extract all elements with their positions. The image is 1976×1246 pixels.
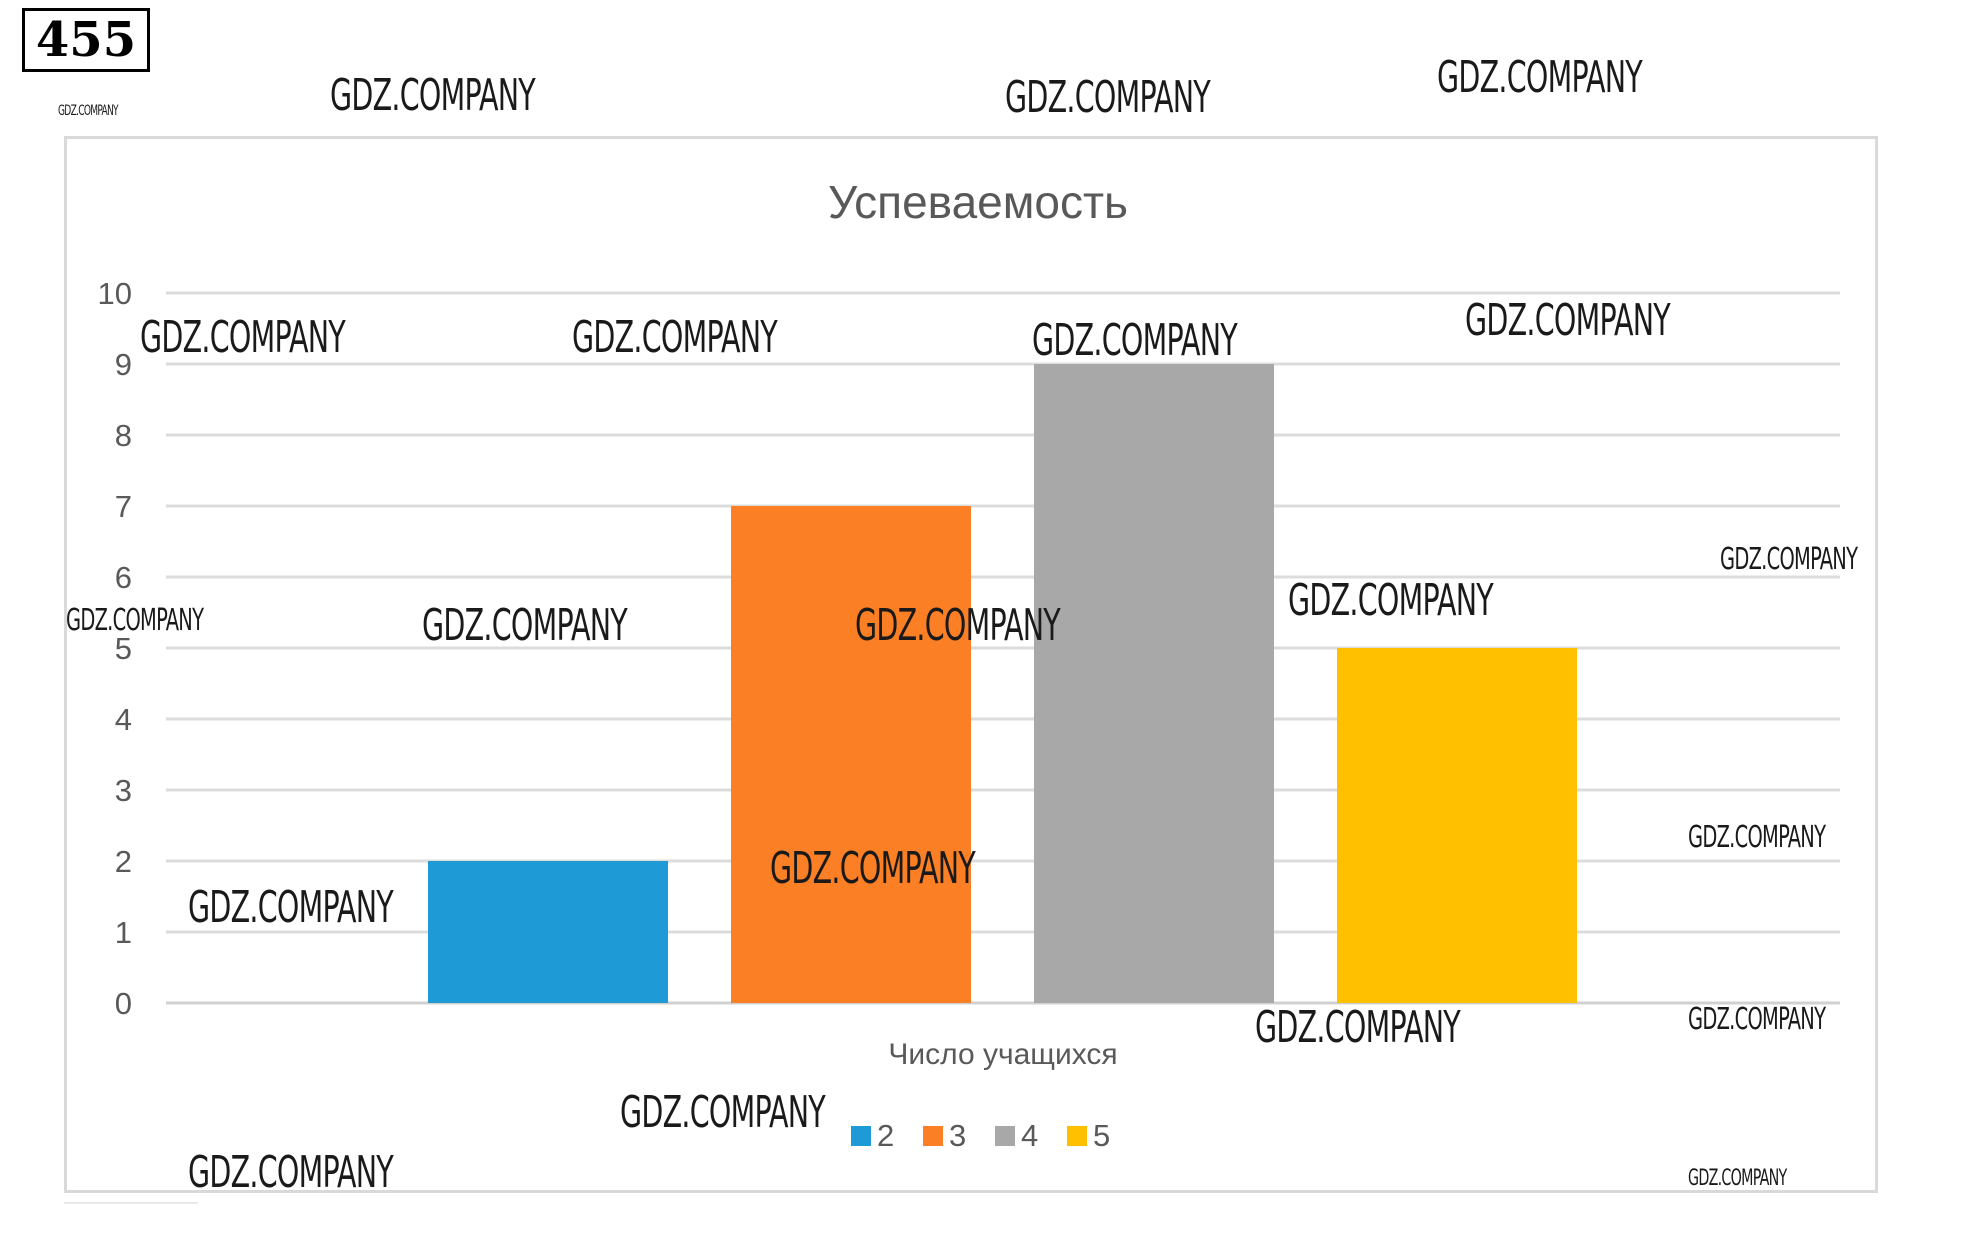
watermark-text: GDZ.COMPANY xyxy=(1288,575,1494,626)
bar-series-2 xyxy=(428,861,668,1003)
watermark-text: GDZ.COMPANY xyxy=(188,882,394,933)
y-tick-label: 3 xyxy=(115,773,132,808)
watermark-text: GDZ.COMPANY xyxy=(422,600,628,651)
watermark-text: GDZ.COMPANY xyxy=(1688,1002,1826,1037)
x-axis-label: Число учащихся xyxy=(888,1038,1117,1071)
legend-label: 4 xyxy=(1021,1118,1038,1153)
legend-swatch xyxy=(851,1126,871,1146)
y-tick-label: 9 xyxy=(115,347,132,382)
watermark-text: GDZ.COMPANY xyxy=(1465,295,1671,346)
y-tick-label: 5 xyxy=(115,631,132,666)
y-tick-label: 4 xyxy=(115,702,132,737)
watermark-text: GDZ.COMPANY xyxy=(1688,1166,1787,1191)
y-tick-label: 6 xyxy=(115,560,132,595)
watermark-text: GDZ.COMPANY xyxy=(620,1087,826,1138)
watermark-text: GDZ.COMPANY xyxy=(66,603,204,638)
legend-label: 3 xyxy=(949,1118,966,1153)
problem-number: 455 xyxy=(22,8,150,72)
watermark-text: GDZ.COMPANY xyxy=(855,600,1061,651)
legend-swatch xyxy=(995,1126,1015,1146)
bar-series-5 xyxy=(1337,648,1577,1003)
y-tick-label: 10 xyxy=(98,276,132,311)
y-tick-label: 2 xyxy=(115,844,132,879)
watermark-text: GDZ.COMPANY xyxy=(770,843,976,894)
bar-series-3 xyxy=(731,506,971,1003)
watermark-text: GDZ.COMPANY xyxy=(188,1147,394,1198)
watermark-text: GDZ.COMPANY xyxy=(572,312,778,363)
watermark-text: GDZ.COMPANY xyxy=(1437,52,1643,103)
y-tick-label: 0 xyxy=(115,986,132,1021)
watermark-text: GDZ.COMPANY xyxy=(1005,72,1211,123)
legend-swatch xyxy=(1067,1126,1087,1146)
chart-title: Успеваемость xyxy=(828,176,1128,228)
y-tick-label: 8 xyxy=(115,418,132,453)
watermark-text: GDZ.COMPANY xyxy=(1720,542,1858,577)
legend-label: 2 xyxy=(877,1118,894,1153)
y-tick-label: 1 xyxy=(115,915,132,950)
bar-series-4 xyxy=(1034,364,1274,1003)
legend-swatch xyxy=(923,1126,943,1146)
legend-label: 5 xyxy=(1093,1118,1110,1153)
watermark-text: GDZ.COMPANY xyxy=(58,103,119,119)
watermark-text: GDZ.COMPANY xyxy=(1688,820,1826,855)
y-tick-label: 7 xyxy=(115,489,132,524)
watermark-text: GDZ.COMPANY xyxy=(330,70,536,121)
watermark-text: GDZ.COMPANY xyxy=(1032,315,1238,366)
watermark-text: GDZ.COMPANY xyxy=(140,312,346,363)
watermark-text: GDZ.COMPANY xyxy=(1255,1002,1461,1053)
divider xyxy=(64,1202,198,1204)
